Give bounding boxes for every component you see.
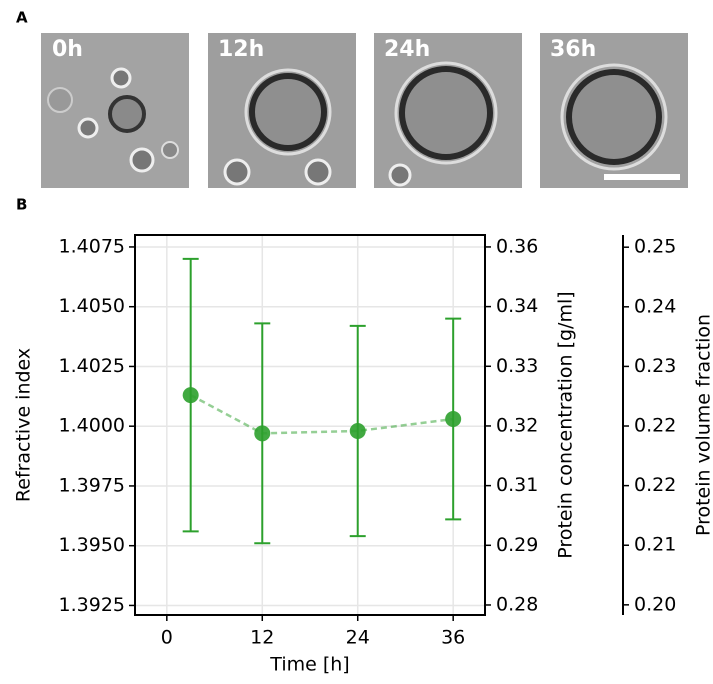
y2-tick-label: 0.33 (496, 355, 538, 377)
y-tick-label: 1.4075 (59, 235, 125, 257)
x-axis-title: Time [h] (269, 654, 349, 676)
x-tick-label: 24 (346, 627, 370, 649)
point (254, 425, 271, 442)
panel-label: B (16, 196, 27, 214)
image-label: 24h (384, 37, 430, 62)
y3-tick-label: 0.22 (634, 415, 676, 437)
image-label: 12h (218, 37, 264, 62)
x-tick-label: 12 (250, 627, 274, 649)
y-axis-title: Refractive index (13, 348, 35, 502)
x-tick-label: 36 (441, 627, 465, 649)
point (349, 422, 366, 439)
y-tick-label: 1.4000 (59, 415, 125, 437)
y-tick-label: 1.3950 (59, 534, 125, 556)
y2-axis-title: Protein concentration [g/ml] (555, 291, 577, 558)
image-3: 36h (540, 33, 688, 188)
image-label: 0h (52, 37, 83, 62)
plot-frame (134, 234, 486, 616)
y3-axis-title: Protein volume fraction (693, 314, 713, 536)
image-2: 24h (374, 33, 522, 188)
y2-tick-label: 0.28 (496, 593, 538, 615)
panel-label: A (16, 9, 28, 27)
image-1: 12h (208, 33, 356, 188)
y2-tick-label: 0.31 (496, 474, 538, 496)
connector-line (190, 394, 454, 435)
x-tick-label: 0 (161, 627, 173, 649)
y2-tick-label: 0.32 (496, 414, 538, 436)
y3-tick-label: 0.21 (634, 534, 676, 556)
y3-tick-label: 0.22 (634, 474, 676, 496)
y3-tick-label: 0.24 (634, 295, 676, 317)
y2-tick-label: 0.29 (496, 534, 538, 556)
point (445, 411, 462, 428)
y-tick-label: 1.3975 (59, 474, 125, 496)
y3-tick-label: 0.23 (634, 355, 676, 377)
image-label: 36h (550, 37, 596, 62)
y-tick-label: 1.3925 (59, 594, 125, 616)
y3-tick-label: 0.20 (634, 593, 676, 615)
image-0: 0h (41, 33, 189, 188)
y3-tick-label: 0.25 (634, 236, 676, 258)
y2-tick-label: 0.34 (496, 295, 538, 317)
y-tick-label: 1.4025 (59, 355, 125, 377)
point (182, 387, 199, 404)
y-tick-label: 1.4050 (59, 295, 125, 317)
y2-tick-label: 0.36 (496, 235, 538, 257)
